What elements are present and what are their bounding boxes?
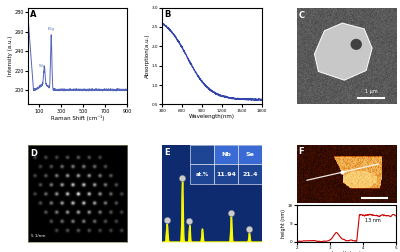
Bar bbox=[214, 165, 238, 184]
Bar bbox=[190, 165, 214, 184]
Bar bbox=[238, 165, 262, 184]
Text: Se: Se bbox=[245, 152, 254, 157]
Text: E: E bbox=[164, 148, 170, 157]
Text: E$_{1g}$: E$_{1g}$ bbox=[48, 25, 56, 35]
Y-axis label: Intensity (a.u.): Intensity (a.u.) bbox=[8, 36, 13, 76]
Text: 13 nm: 13 nm bbox=[364, 218, 380, 224]
Bar bbox=[214, 145, 238, 165]
Y-axis label: Absorption(a.u.): Absorption(a.u.) bbox=[145, 34, 150, 78]
Text: C: C bbox=[298, 11, 305, 20]
X-axis label: Wavelength(nm): Wavelength(nm) bbox=[189, 114, 235, 119]
Text: Nb: Nb bbox=[221, 152, 231, 157]
Text: B: B bbox=[164, 11, 171, 19]
Text: 21.4: 21.4 bbox=[242, 172, 258, 177]
Text: D: D bbox=[30, 149, 37, 158]
Bar bbox=[190, 145, 214, 165]
Text: F: F bbox=[298, 147, 304, 156]
Text: at.%: at.% bbox=[196, 172, 209, 177]
X-axis label: Raman Shift (cm⁻¹): Raman Shift (cm⁻¹) bbox=[51, 115, 104, 121]
Polygon shape bbox=[314, 23, 372, 80]
Text: 1 μm: 1 μm bbox=[365, 89, 378, 94]
Y-axis label: height (nm): height (nm) bbox=[281, 209, 286, 238]
Bar bbox=[238, 145, 262, 165]
Text: S$_{2g}$: S$_{2g}$ bbox=[38, 62, 46, 71]
Circle shape bbox=[351, 40, 361, 49]
Text: A: A bbox=[30, 11, 36, 19]
Text: 11.94: 11.94 bbox=[216, 172, 236, 177]
Text: 5 1/nm: 5 1/nm bbox=[31, 234, 46, 238]
X-axis label: length (μm): length (μm) bbox=[332, 251, 361, 252]
